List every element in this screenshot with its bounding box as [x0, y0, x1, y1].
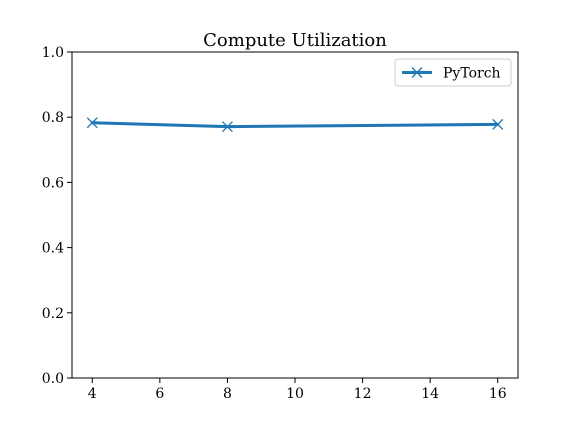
series-line-pytorch [90, 121, 500, 129]
data-point-marker [221, 121, 233, 133]
x-tick-label: 4 [88, 386, 97, 402]
axis-ticks: 4 6 8 10 12 14 16 0.0 0.2 0.4 0.6 0.8 1.0 [42, 45, 507, 402]
x-tick-label: 16 [489, 386, 507, 402]
x-tick-label: 8 [223, 386, 232, 402]
legend-label: PyTorch [443, 66, 501, 82]
y-tick-label: 0.6 [42, 175, 64, 191]
x-tick-label: 12 [354, 386, 372, 402]
data-point-marker [86, 117, 98, 129]
y-tick-label: 0.0 [42, 371, 64, 387]
series-layer [86, 117, 504, 133]
x-tick-label: 14 [421, 386, 439, 402]
y-tick-label: 0.4 [42, 241, 64, 257]
data-point-marker [492, 118, 504, 130]
legend-marker [411, 67, 423, 78]
plot-frame [71, 51, 519, 379]
chart-title: Compute Utilization [203, 30, 387, 51]
legend: PyTorch [394, 58, 512, 87]
y-tick-label: 0.2 [42, 306, 64, 322]
legend-box [394, 58, 512, 87]
x-tick-label: 10 [286, 386, 304, 402]
y-tick-label: 1.0 [42, 45, 64, 61]
y-tick-label: 0.8 [42, 110, 64, 126]
x-tick-label: 6 [155, 386, 164, 402]
